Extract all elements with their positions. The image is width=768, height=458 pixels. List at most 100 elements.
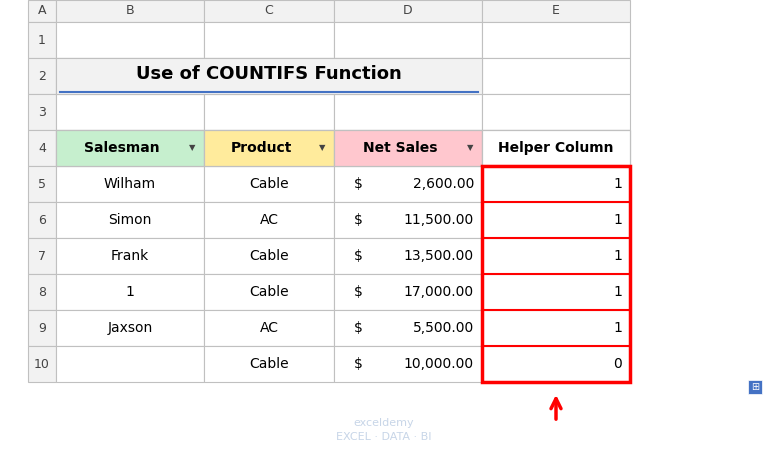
Bar [204, 130, 334, 166]
Bar [204, 346, 334, 382]
Text: B: B [126, 5, 134, 17]
Bar [482, 130, 630, 166]
Bar [28, 166, 56, 202]
Bar [334, 346, 482, 382]
Text: 7: 7 [38, 250, 46, 262]
Text: 1: 1 [125, 285, 134, 299]
Text: 1: 1 [38, 33, 46, 47]
Text: Net Sales: Net Sales [362, 141, 437, 155]
Bar [204, 202, 334, 238]
Text: AC: AC [260, 321, 279, 335]
Bar [334, 130, 482, 166]
Bar [204, 22, 334, 58]
Text: Product: Product [230, 141, 292, 155]
Bar [334, 310, 482, 346]
Text: $: $ [354, 357, 362, 371]
Bar [204, 130, 334, 166]
Bar [56, 346, 204, 382]
Text: 10: 10 [34, 358, 50, 371]
Bar [28, 274, 56, 310]
Text: Cable: Cable [249, 177, 289, 191]
Bar [56, 130, 204, 166]
Bar [56, 310, 204, 346]
Text: 1: 1 [613, 213, 622, 227]
Text: Use of COUNTIFS Function: Use of COUNTIFS Function [136, 65, 402, 83]
Text: D: D [403, 5, 413, 17]
Bar [28, 0, 56, 22]
Text: exceldemy
EXCEL · DATA · BI: exceldemy EXCEL · DATA · BI [336, 419, 432, 442]
Text: ⊞: ⊞ [751, 382, 759, 392]
Bar [56, 58, 204, 94]
Text: E: E [552, 5, 560, 17]
Text: 11,500.00: 11,500.00 [404, 213, 474, 227]
Bar [204, 94, 334, 130]
Text: 1: 1 [613, 321, 622, 335]
Bar [334, 274, 482, 310]
Bar [204, 0, 334, 22]
Bar [56, 0, 204, 22]
Bar [28, 22, 56, 58]
Bar [482, 94, 630, 130]
Bar [482, 130, 630, 166]
Bar [204, 166, 334, 202]
Bar [748, 380, 762, 394]
Text: 0: 0 [614, 357, 622, 371]
Text: $: $ [354, 321, 362, 335]
Text: Cable: Cable [249, 357, 289, 371]
Bar [334, 202, 482, 238]
Text: 8: 8 [38, 285, 46, 299]
Text: $: $ [354, 249, 362, 263]
Bar [334, 0, 482, 22]
Bar [482, 238, 630, 274]
Text: 13,500.00: 13,500.00 [404, 249, 474, 263]
Bar [482, 346, 630, 382]
Bar [334, 130, 482, 166]
Bar [56, 274, 204, 310]
Bar [334, 94, 482, 130]
Text: Helper Column: Helper Column [498, 141, 614, 155]
Bar [28, 94, 56, 130]
Bar [204, 310, 334, 346]
Text: 10,000.00: 10,000.00 [404, 357, 474, 371]
Text: 1: 1 [613, 177, 622, 191]
Bar [334, 238, 482, 274]
Text: Salesman: Salesman [84, 141, 160, 155]
Text: C: C [265, 5, 273, 17]
Bar [482, 22, 630, 58]
Text: 1: 1 [613, 285, 622, 299]
Bar [28, 310, 56, 346]
Bar [334, 58, 482, 94]
Text: Cable: Cable [249, 249, 289, 263]
Text: Simon: Simon [108, 213, 152, 227]
Bar [28, 346, 56, 382]
Text: ▼: ▼ [189, 143, 195, 153]
Text: ▼: ▼ [319, 143, 326, 153]
Text: Cable: Cable [249, 285, 289, 299]
Bar [482, 310, 630, 346]
Bar [482, 166, 630, 202]
Bar [28, 58, 56, 94]
Text: $: $ [354, 177, 362, 191]
Bar [56, 22, 204, 58]
Text: Frank: Frank [111, 249, 149, 263]
Bar [56, 58, 482, 94]
Text: 17,000.00: 17,000.00 [404, 285, 474, 299]
Text: 3: 3 [38, 105, 46, 119]
Bar [482, 0, 630, 22]
Bar [56, 238, 204, 274]
Text: ▼: ▼ [467, 143, 473, 153]
Bar [204, 58, 334, 94]
Text: 6: 6 [38, 213, 46, 227]
Text: $: $ [354, 213, 362, 227]
Text: AC: AC [260, 213, 279, 227]
Bar [482, 202, 630, 238]
Bar [28, 202, 56, 238]
Bar [28, 238, 56, 274]
Text: 2: 2 [38, 70, 46, 82]
Text: 2,600.00: 2,600.00 [412, 177, 474, 191]
Text: 4: 4 [38, 142, 46, 154]
Text: Wilham: Wilham [104, 177, 156, 191]
Bar [334, 22, 482, 58]
Bar [56, 202, 204, 238]
Bar [56, 94, 204, 130]
